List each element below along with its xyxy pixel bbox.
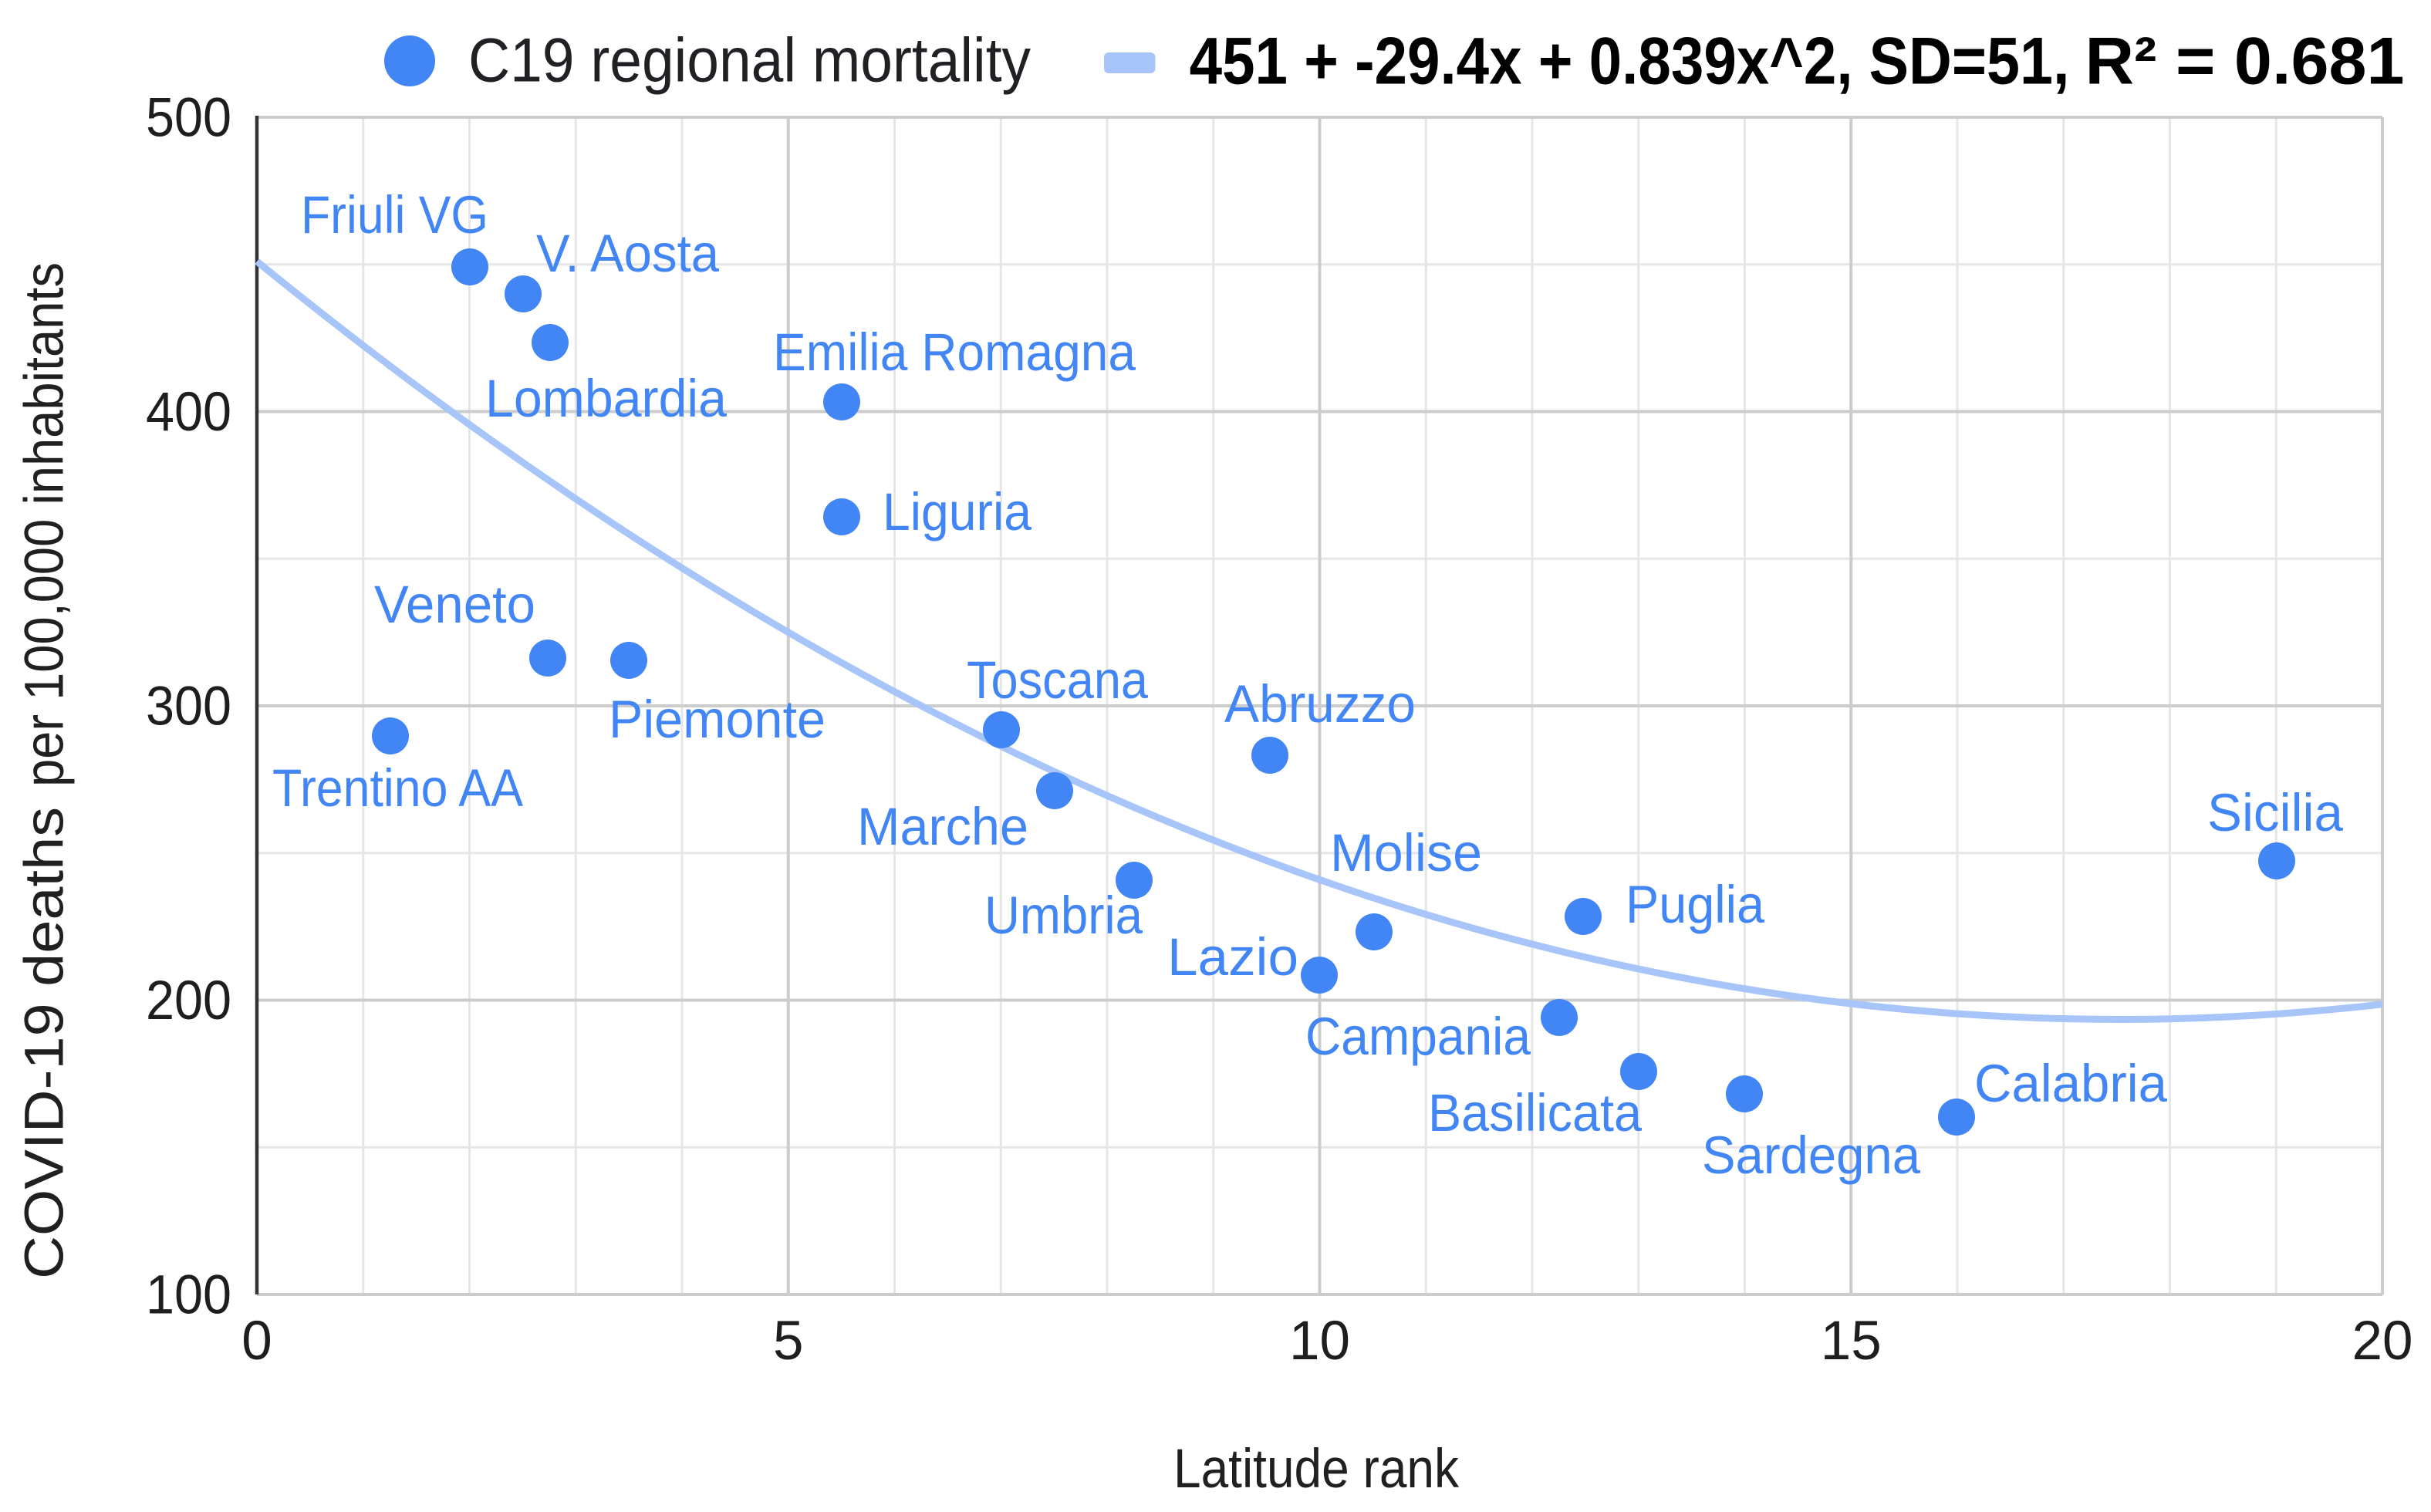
svg-text:20: 20 [2352, 1311, 2413, 1372]
svg-text:200: 200 [146, 970, 231, 1031]
svg-text:400: 400 [146, 382, 231, 443]
svg-text:Friuli VG: Friuli VG [301, 185, 488, 245]
svg-text:10: 10 [1289, 1311, 1350, 1372]
svg-text:Basilicata: Basilicata [1428, 1083, 1643, 1142]
svg-text:per 100,000 inhabitants: per 100,000 inhabitants [15, 262, 76, 787]
svg-text:Umbria: Umbria [984, 886, 1143, 945]
svg-text:Campania: Campania [1305, 1007, 1531, 1066]
svg-text:Veneto: Veneto [374, 575, 535, 634]
svg-text:15: 15 [1821, 1311, 1882, 1372]
svg-text:R² = 0.681: R² = 0.681 [2085, 25, 2405, 99]
svg-text:Liguria: Liguria [883, 482, 1032, 542]
svg-text:Molise: Molise [1330, 823, 1482, 883]
svg-text:5: 5 [773, 1311, 804, 1372]
svg-text:Lazio: Lazio [1167, 927, 1298, 987]
svg-text:Piemonte: Piemonte [609, 690, 826, 749]
svg-text:Sardegna: Sardegna [1702, 1126, 1921, 1185]
svg-text:Lombardia: Lombardia [485, 369, 728, 428]
svg-text:Latitude rank: Latitude rank [1173, 1439, 1459, 1500]
svg-text:C19 regional mortality: C19 regional mortality [468, 26, 1031, 96]
svg-text:300: 300 [146, 677, 231, 737]
svg-text:500: 500 [146, 88, 231, 149]
svg-text:100: 100 [146, 1265, 231, 1326]
svg-text:451 + -29.4x + 0.839x^2,: 451 + -29.4x + 0.839x^2, [1190, 25, 1853, 99]
svg-text:Sicilia: Sicilia [2207, 783, 2344, 842]
svg-text:Abruzzo: Abruzzo [1224, 674, 1416, 734]
svg-text:Toscana: Toscana [967, 650, 1149, 710]
svg-text:SD=51,: SD=51, [1869, 25, 2070, 99]
svg-text:V. Aosta: V. Aosta [536, 224, 720, 283]
svg-text:0: 0 [241, 1311, 272, 1372]
svg-text:Trentino AA: Trentino AA [272, 758, 523, 818]
svg-text:COVID-19 deaths: COVID-19 deaths [15, 807, 76, 1279]
svg-text:Marche: Marche [857, 797, 1028, 856]
svg-text:Emilia Romagna: Emilia Romagna [773, 322, 1136, 382]
svg-text:Puglia: Puglia [1626, 875, 1765, 934]
svg-text:Calabria: Calabria [1974, 1054, 2168, 1113]
